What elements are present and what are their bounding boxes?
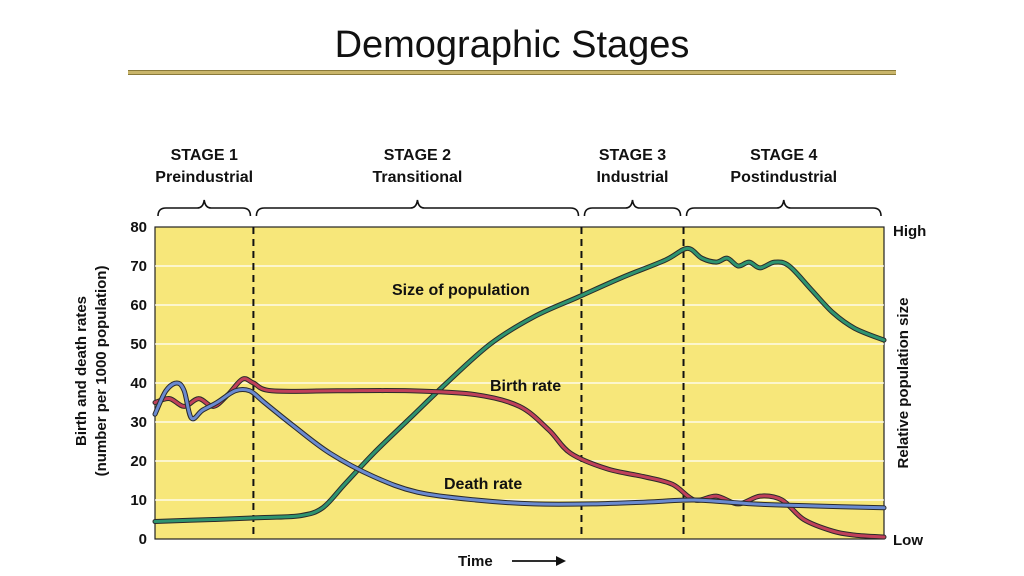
- series-lines: [152, 245, 887, 540]
- y-tick-label: 40: [130, 375, 147, 392]
- right-axis-label: Relative population size: [895, 298, 912, 469]
- time-arrow-icon: [512, 556, 566, 566]
- right-axis-high-label: High: [893, 223, 926, 240]
- y-tick-label: 80: [130, 219, 147, 236]
- y-tick-label: 50: [130, 336, 147, 353]
- stage-name: Postindustrial: [730, 169, 837, 186]
- size-of-population-line: [153, 246, 886, 523]
- population-series-label: Size of population: [392, 282, 530, 299]
- stage-name: Industrial: [596, 169, 668, 186]
- stage-label: STAGE 3: [599, 147, 666, 164]
- stage-brace: [255, 199, 580, 217]
- y-tick-label: 30: [130, 414, 147, 431]
- stage-brace: [157, 199, 252, 217]
- slide-title: Demographic Stages: [334, 24, 690, 66]
- y-tick-labels: 0 10 20 30 40 50 60 70 80: [130, 219, 147, 548]
- y-axis-label-line2: (number per 1000 population): [93, 266, 110, 477]
- y-axis-label-line1: Birth and death rates: [73, 296, 90, 446]
- stage-label: STAGE 2: [384, 147, 451, 164]
- stage-label: STAGE 4: [750, 147, 817, 164]
- x-axis-label: Time: [458, 553, 493, 570]
- stage-brace: [583, 199, 682, 217]
- stage-headers: STAGE 1 Preindustrial STAGE 2 Transitional S…: [155, 147, 882, 217]
- y-tick-label: 70: [130, 258, 147, 275]
- right-axis-low-label: Low: [893, 532, 923, 549]
- death-rate-series-label: Death rate: [444, 476, 522, 493]
- y-tick-label: 60: [130, 297, 147, 314]
- stage-brace: [685, 199, 882, 217]
- title-divider: [128, 70, 896, 75]
- stage-name: Preindustrial: [155, 169, 253, 186]
- stage-name: Transitional: [373, 169, 463, 186]
- y-tick-label: 0: [139, 531, 147, 548]
- gridlines: [155, 265, 884, 501]
- y-tick-label: 20: [130, 453, 147, 470]
- death-rate-line: [153, 381, 886, 510]
- birth-rate-series-label: Birth rate: [490, 378, 561, 395]
- stage-label: STAGE 1: [171, 147, 238, 164]
- y-tick-label: 10: [130, 492, 147, 509]
